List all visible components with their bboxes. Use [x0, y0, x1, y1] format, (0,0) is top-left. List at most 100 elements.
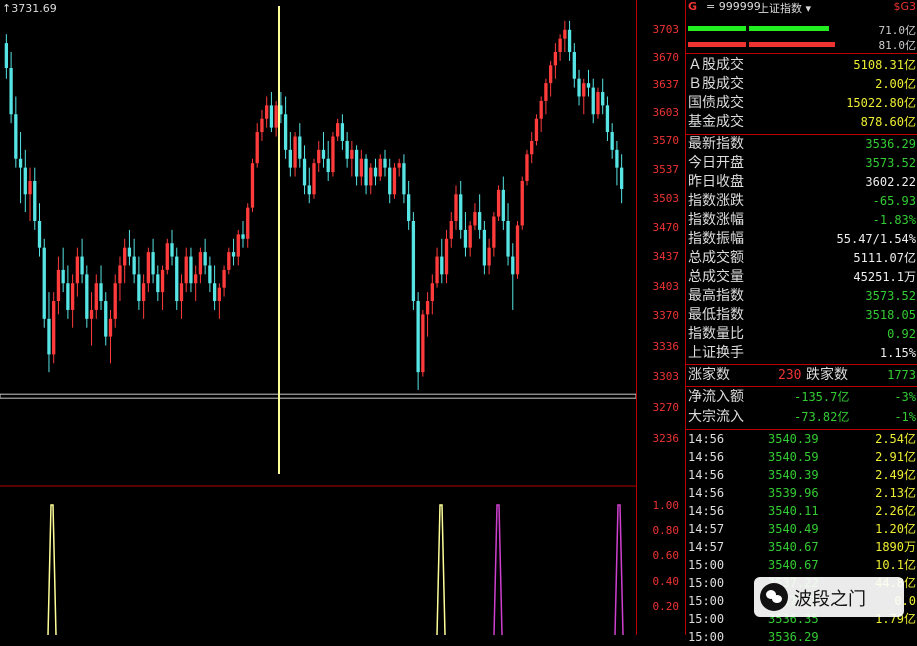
turnover-label: Ｂ股成交	[688, 76, 744, 92]
candle	[378, 154, 382, 181]
tick-price: 3540.11	[768, 504, 819, 518]
candle	[293, 132, 297, 177]
stat-row: 总成交量 45251.1万	[686, 268, 917, 287]
tick-row[interactable]: 14:56 3540.39 2.54亿	[686, 430, 917, 448]
tick-row[interactable]: 14:56 3539.96 2.13亿	[686, 484, 917, 502]
candle	[279, 92, 283, 124]
candle	[269, 92, 274, 133]
candle	[610, 123, 614, 159]
candle	[160, 265, 165, 310]
candle	[336, 118, 340, 141]
flow-row: 大宗流入 -73.82亿 -1%	[686, 408, 917, 427]
tick-row[interactable]: 14:57 3540.67 1890万	[686, 538, 917, 556]
candle	[430, 274, 434, 315]
candle	[75, 247, 80, 297]
candle	[85, 265, 89, 328]
tick-price: 3540.59	[768, 450, 819, 464]
stat-row: 指数涨幅 -1.83%	[686, 211, 917, 230]
candle	[539, 96, 543, 133]
tick-qty: 2.13亿	[875, 486, 916, 500]
candle	[591, 78, 595, 124]
candle	[340, 114, 345, 150]
tick-row[interactable]: 15:00 3536.29	[686, 628, 917, 646]
candle	[407, 180, 411, 230]
candle	[577, 69, 581, 106]
quote-header[interactable]: G = 999999 上证指数 ▾ $G3	[686, 0, 917, 15]
turnover-label: 国债成交	[688, 95, 744, 111]
candle	[444, 229, 449, 284]
candle	[567, 20, 572, 61]
candle	[388, 158, 392, 204]
candle	[515, 220, 520, 279]
candle	[605, 96, 610, 141]
tick-row[interactable]: 15:00 3540.67 10.1亿	[686, 556, 917, 574]
tick-qty: 2.54亿	[875, 432, 916, 446]
stat-value: 45251.1万	[853, 270, 916, 284]
tick-row[interactable]: 14:56 3540.11 2.26亿	[686, 502, 917, 520]
tick-time: 15:00	[688, 612, 725, 626]
candle	[47, 292, 51, 373]
stat-value: 5111.07亿	[853, 251, 916, 265]
candle	[449, 212, 453, 248]
candle	[468, 220, 472, 257]
index-name-dropdown[interactable]: 上证指数 ▾	[758, 2, 812, 15]
stat-label: 总成交量	[688, 269, 744, 285]
candle	[454, 185, 458, 230]
candle	[250, 158, 255, 213]
candle	[477, 194, 482, 239]
turnover-value: 5108.31亿	[853, 58, 916, 72]
stat-row: 今日开盘 3573.52	[686, 154, 917, 173]
candle	[615, 140, 619, 186]
tick-qty: 1890万	[875, 540, 916, 554]
candle	[189, 247, 193, 293]
tick-price: 3536.29	[768, 630, 819, 644]
tick-time: 14:56	[688, 486, 725, 500]
candle	[9, 52, 13, 124]
stat-value: 3573.52	[865, 289, 916, 303]
candle	[18, 132, 23, 204]
tick-price: 3540.39	[768, 432, 819, 446]
candle	[255, 123, 259, 168]
candle	[411, 212, 416, 310]
candle	[321, 132, 326, 168]
price-tick-label: 3470	[652, 221, 680, 234]
candle	[312, 158, 316, 199]
candle	[52, 292, 56, 364]
volume-bar-green-1	[688, 26, 746, 31]
stat-label: 指数振幅	[688, 231, 744, 247]
turnover-label: Ａ股成交	[688, 57, 744, 73]
candle	[4, 34, 9, 79]
breadth-row: 涨家数 230 跌家数 1773	[686, 366, 917, 385]
stat-row: 总成交额 5111.07亿	[686, 249, 917, 268]
stat-row: 最低指数 3518.05	[686, 306, 917, 325]
turnover-row: Ａ股成交 5108.31亿	[686, 56, 917, 75]
reference-line	[0, 393, 637, 399]
price-tick-label: 3270	[652, 401, 680, 414]
candle	[222, 265, 226, 297]
candle	[23, 149, 27, 213]
tick-row[interactable]: 14:57 3540.49 1.20亿	[686, 520, 917, 538]
candle	[170, 229, 174, 266]
price-tick-label: 3503	[652, 192, 680, 205]
candlestick-chart[interactable]	[0, 0, 637, 636]
tick-row[interactable]: 14:56 3540.39 2.49亿	[686, 466, 917, 484]
candle	[383, 149, 387, 177]
divider	[686, 386, 917, 387]
indicator-tick-label: 0.40	[652, 575, 680, 588]
candle	[544, 78, 548, 115]
stat-value: 0.92	[887, 327, 916, 341]
turnover-value: 878.60亿	[860, 115, 916, 129]
stat-row: 指数量比 0.92	[686, 325, 917, 344]
stat-row: 昨日收盘 3602.22	[686, 173, 917, 192]
tick-price: 3539.96	[768, 486, 819, 500]
candle	[70, 274, 75, 328]
tick-row[interactable]: 14:56 3540.59 2.91亿	[686, 448, 917, 466]
candle	[548, 60, 553, 97]
candle	[241, 220, 245, 248]
candle	[345, 132, 349, 168]
max-price-label: ↑3731.69	[2, 2, 57, 15]
stat-value: -1.83%	[872, 213, 916, 227]
indicator-spike	[47, 504, 57, 636]
tick-price: 3540.67	[768, 558, 819, 572]
price-tick-label: 3303	[652, 370, 680, 383]
